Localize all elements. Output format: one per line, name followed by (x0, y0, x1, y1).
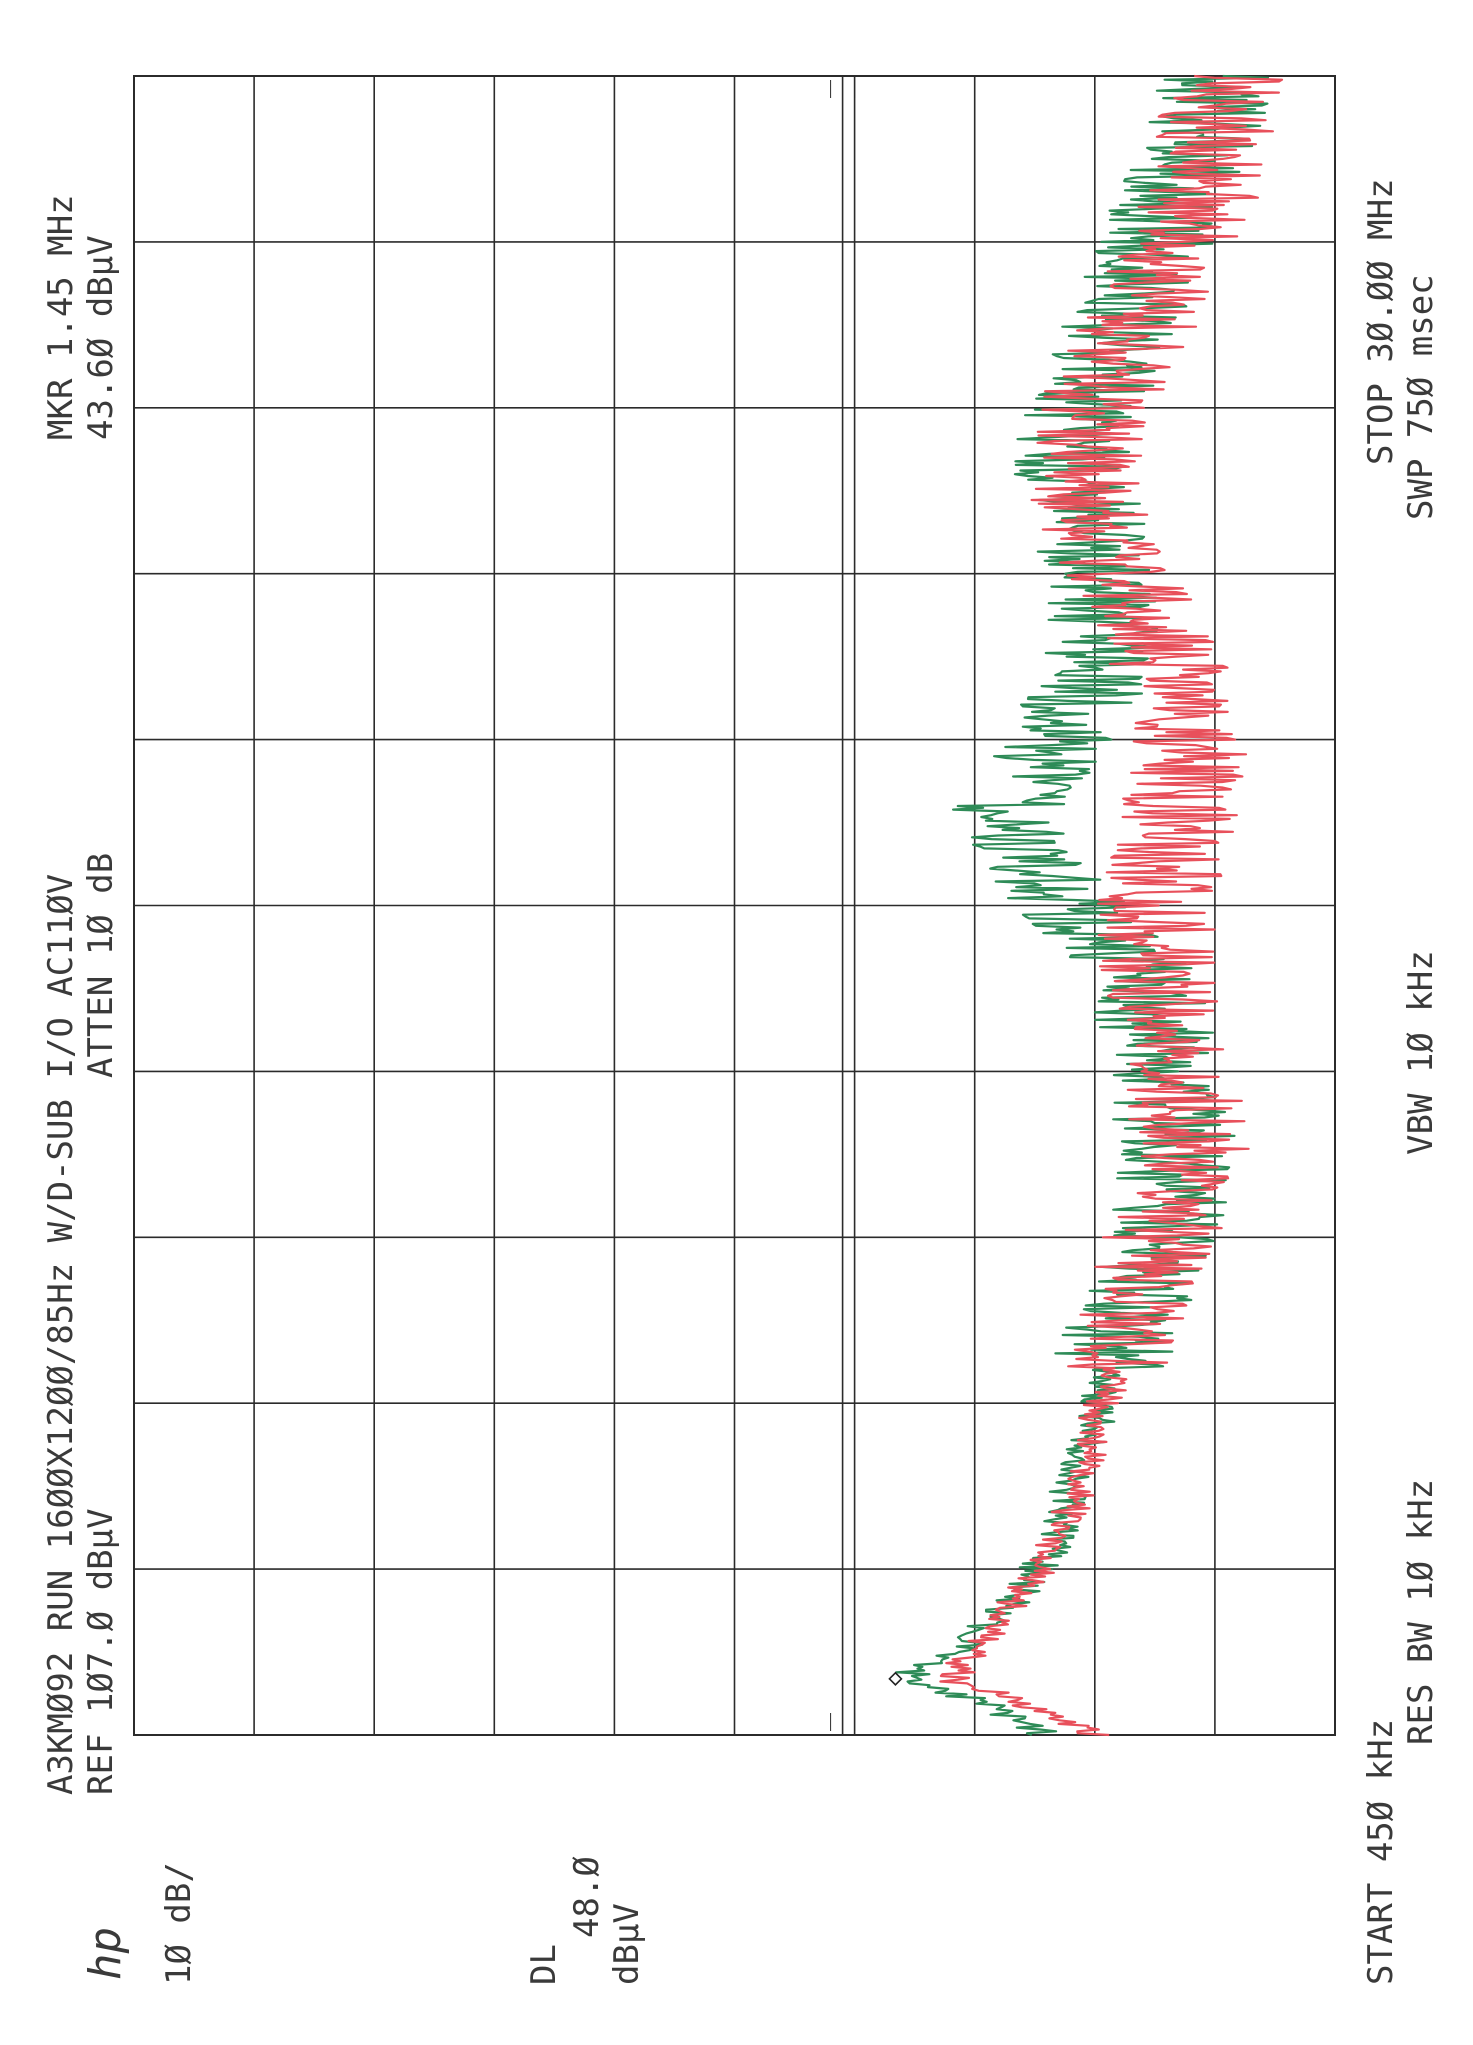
chart-frame (133, 74, 1336, 1737)
marker-frequency-label: MKR 1.45 MHz (41, 194, 81, 440)
atten-label: ATTEN 1Ø dB (81, 853, 121, 1078)
header-title: A3KMØ92 RUN 16ØØX12ØØ/85Hz W/D-SUB I/O A… (41, 874, 81, 1795)
marker-level-label: 43.6Ø dBµV (81, 235, 121, 440)
display-line-unit: dBµV (607, 1903, 647, 1985)
display-line-value: 48.Ø (567, 1856, 607, 1938)
hp-logo: hp (80, 1927, 131, 1980)
scale-label: 1Ø dB/ (159, 1862, 199, 1985)
sweep-time-label: SWP 75Ø msec (1401, 274, 1441, 520)
resolution-bandwidth-label: RES BW 1Ø kHz (1401, 1479, 1441, 1745)
stop-frequency-label: STOP 3Ø.ØØ MHz (1361, 178, 1401, 465)
start-frequency-label: START 45Ø kHz (1361, 1719, 1401, 1985)
labels: A3KMØ92 RUN 16ØØX12ØØ/85Hz W/D-SUB I/O A… (41, 178, 1441, 1985)
ref-level-label: REF 1Ø7.Ø dBµV (81, 1508, 121, 1795)
display-line-label: DL (524, 1944, 564, 1985)
series-line-red (939, 74, 1284, 1737)
video-bandwidth-label: VBW 1Ø kHz (1401, 950, 1441, 1155)
marker-diamond (888, 1671, 903, 1686)
